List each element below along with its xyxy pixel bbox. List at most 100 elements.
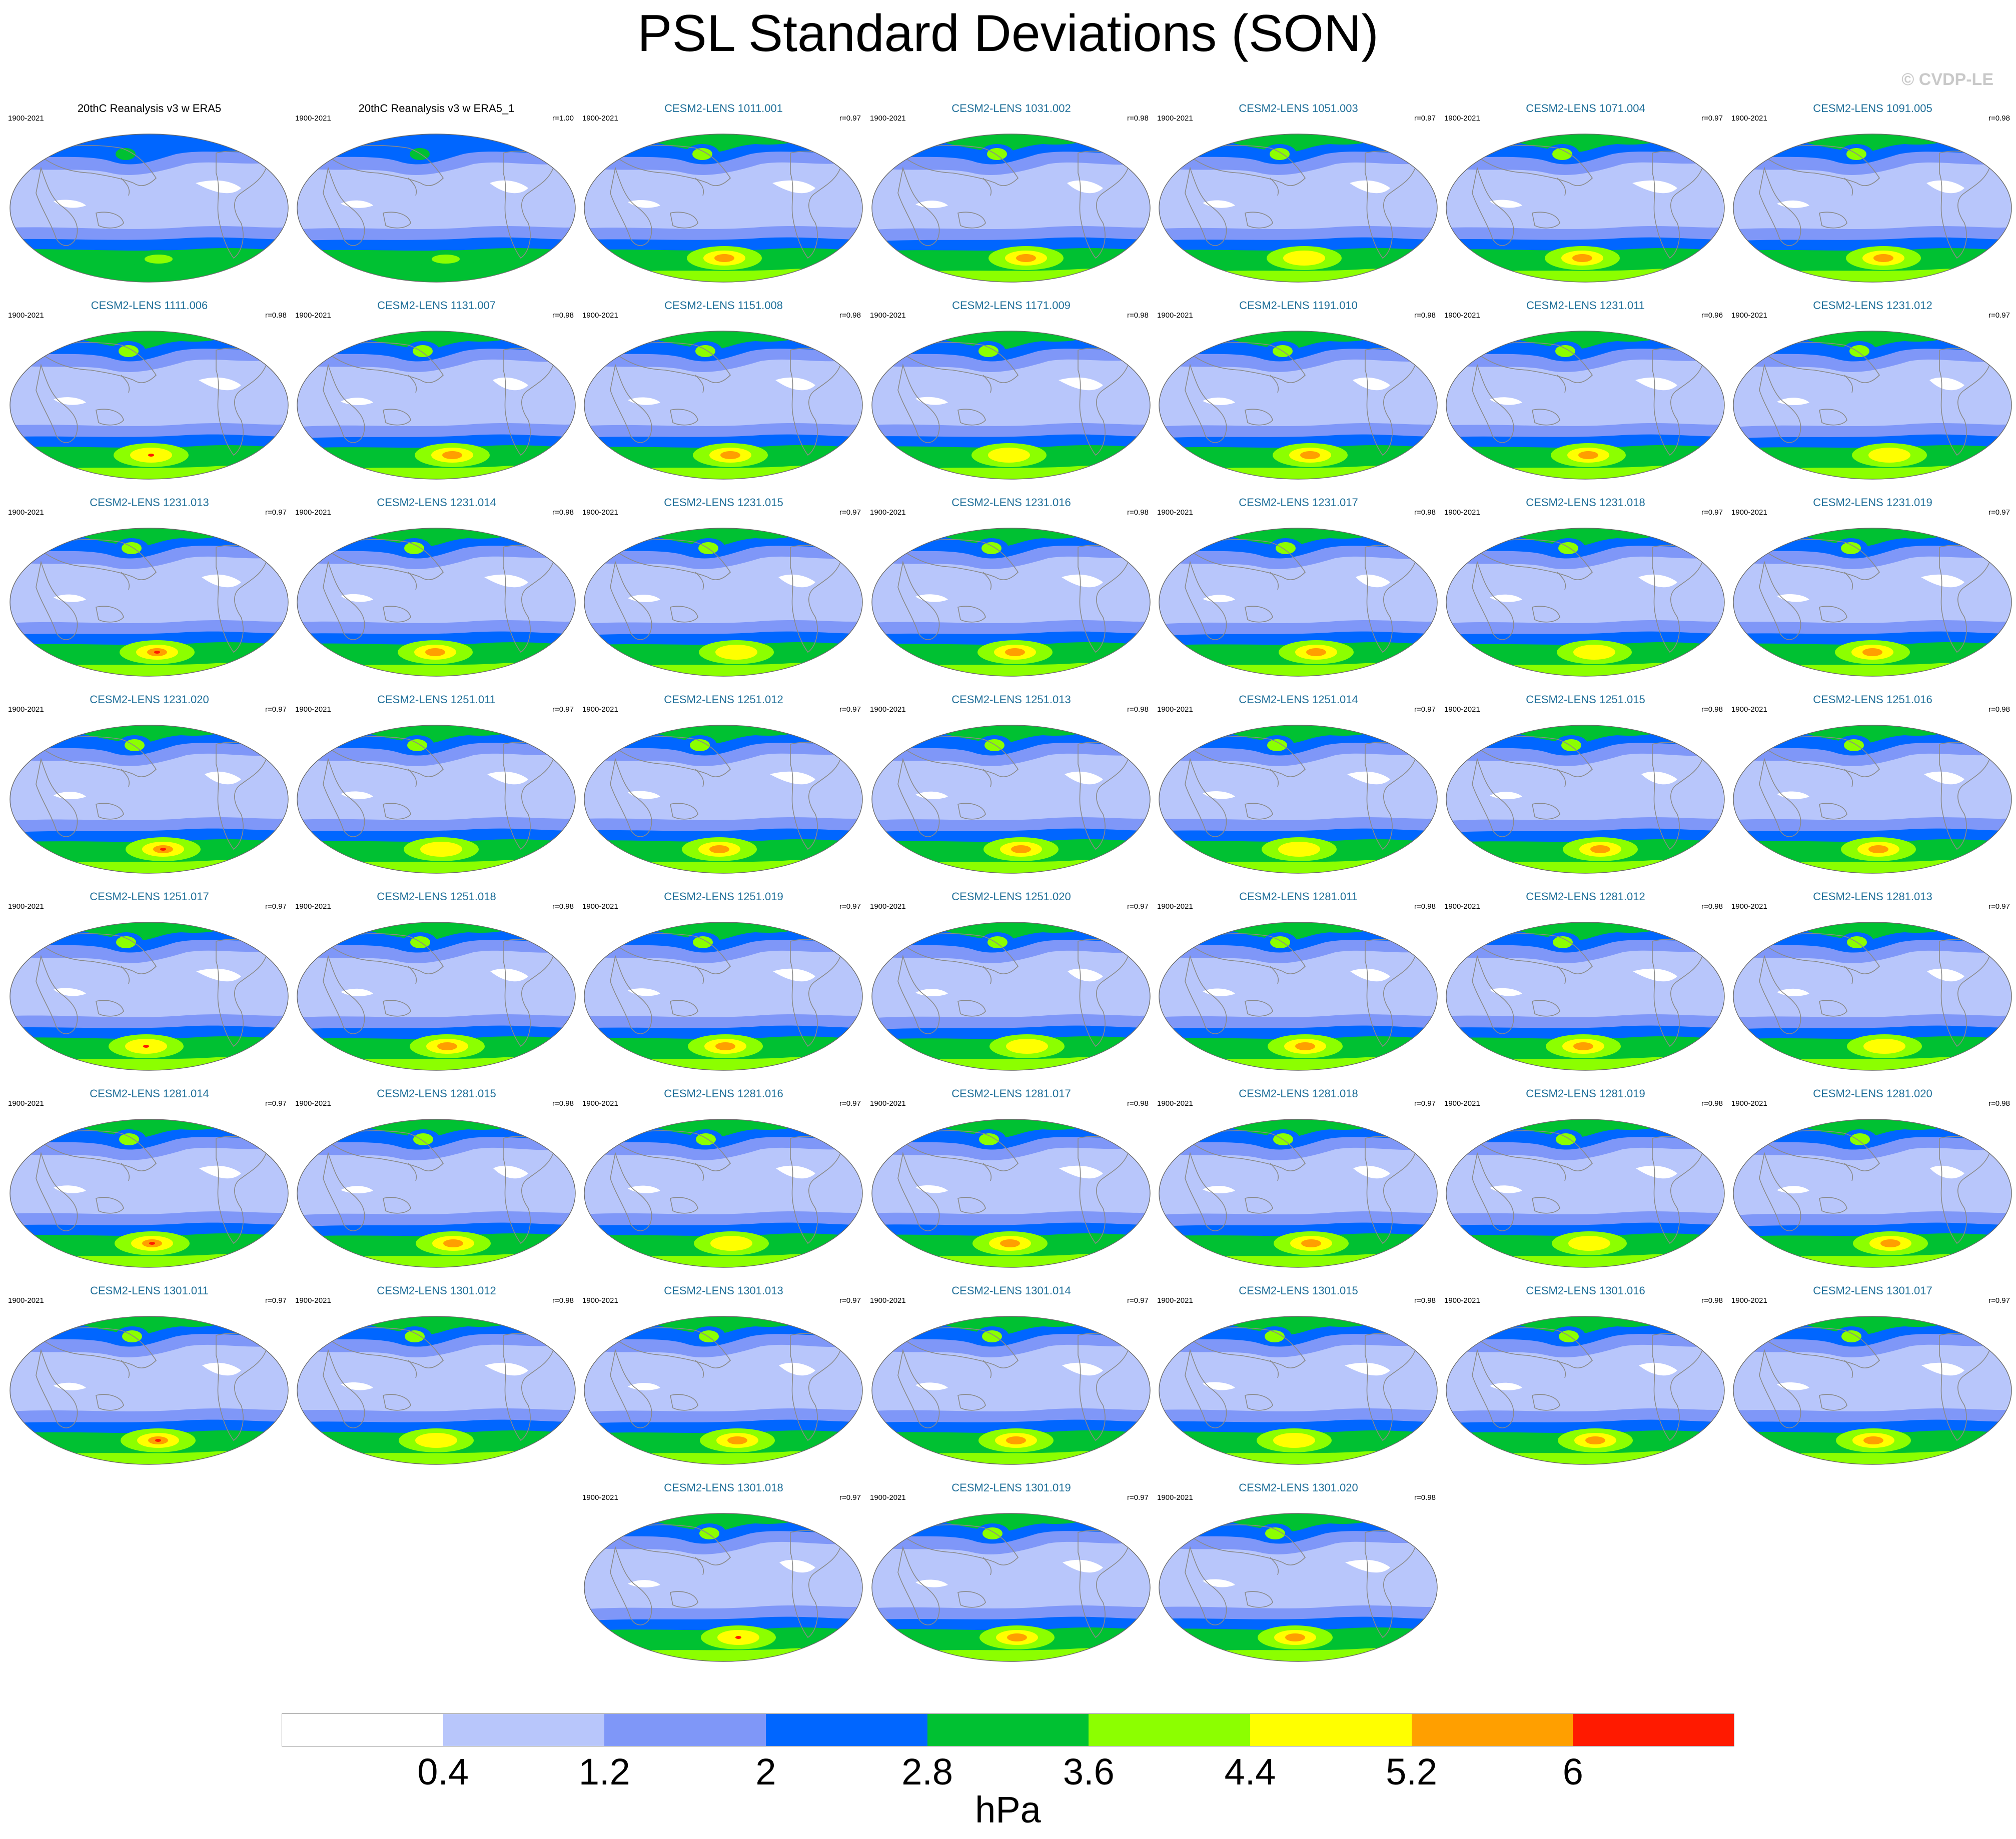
field-south-3-6 bbox=[1759, 1451, 2011, 1464]
panel-correlation: r=0.97 bbox=[1414, 1099, 1436, 1108]
maritime-outline bbox=[1844, 1163, 1853, 1181]
eurasia-outline bbox=[1184, 736, 1306, 777]
panel-correlation: r=0.98 bbox=[1414, 1493, 1436, 1502]
eurasia-outline bbox=[322, 539, 444, 580]
africa-outline bbox=[36, 1151, 78, 1231]
colorbar-segment bbox=[282, 1713, 443, 1746]
map-field bbox=[10, 1316, 288, 1464]
map-field bbox=[584, 725, 862, 873]
australia-outline bbox=[957, 212, 986, 229]
field-tropic-white-2 bbox=[1350, 968, 1390, 982]
africa-outline bbox=[36, 560, 78, 640]
panel-title: CESM2-LENS 1251.013 bbox=[951, 693, 1071, 706]
africa-outline bbox=[36, 954, 78, 1034]
map-field bbox=[872, 1316, 1150, 1464]
panel-title: CESM2-LENS 1251.018 bbox=[377, 890, 496, 903]
field-aleutian-core bbox=[413, 1133, 433, 1145]
field-south-max bbox=[1568, 1236, 1610, 1251]
maritime-outline bbox=[121, 375, 130, 393]
maritime-outline bbox=[1557, 966, 1566, 984]
field-south-3-6 bbox=[323, 1057, 575, 1070]
panel-correlation: r=0.97 bbox=[265, 508, 287, 517]
australia-outline bbox=[383, 606, 411, 623]
field-south-3-6 bbox=[36, 663, 288, 676]
map-field bbox=[1733, 922, 2011, 1070]
map-border bbox=[1733, 725, 2012, 874]
field-aleutian-core bbox=[122, 1330, 142, 1342]
australia-outline bbox=[670, 606, 698, 623]
map-border bbox=[871, 331, 1151, 480]
eurasia-outline bbox=[897, 539, 1019, 580]
eurasia-outline bbox=[1184, 1327, 1306, 1368]
eurasia-outline bbox=[1758, 145, 1880, 186]
field-tropic-white-2 bbox=[1353, 377, 1390, 391]
maritime-outline bbox=[695, 1360, 704, 1378]
australia-outline bbox=[96, 1197, 124, 1214]
field-south-3-6 bbox=[610, 663, 862, 676]
map-svg bbox=[871, 331, 1151, 480]
africa-outline bbox=[1185, 1151, 1227, 1231]
map-field bbox=[297, 725, 575, 873]
panel-years: 1900-2021 bbox=[295, 705, 331, 714]
map-panel: CESM2-LENS 1131.007 1900-2021 r=0.98 bbox=[293, 295, 580, 487]
panel-years: 1900-2021 bbox=[870, 508, 906, 517]
eurasia-outline bbox=[1184, 145, 1306, 186]
colorbar-segment bbox=[1573, 1713, 1735, 1746]
panel-correlation: r=0.98 bbox=[1127, 311, 1149, 320]
maritime-outline bbox=[1270, 1163, 1279, 1181]
maritime-outline bbox=[1557, 769, 1566, 787]
field-south-3-6 bbox=[610, 466, 862, 479]
map-field bbox=[297, 331, 575, 479]
field-south-3-6 bbox=[1472, 1057, 1724, 1070]
australia-outline bbox=[957, 1394, 986, 1411]
field-south-max bbox=[1278, 842, 1320, 857]
panel-title: CESM2-LENS 1231.014 bbox=[377, 496, 496, 509]
map-panel: CESM2-LENS 1281.011 1900-2021 r=0.98 bbox=[1155, 886, 1442, 1078]
africa-outline bbox=[897, 363, 940, 443]
field-south-max-core bbox=[1573, 1042, 1593, 1050]
africa-outline bbox=[610, 954, 652, 1034]
panel-title: CESM2-LENS 1251.016 bbox=[1813, 693, 1932, 706]
field-tropic-white-2 bbox=[1062, 1362, 1103, 1376]
field-south-max-core bbox=[432, 255, 460, 264]
panel-years: 1900-2021 bbox=[295, 902, 331, 911]
field-south-max bbox=[415, 1433, 457, 1448]
africa-outline bbox=[1185, 1545, 1227, 1625]
field-south-max-core bbox=[437, 1042, 457, 1050]
map-panel: CESM2-LENS 1031.002 1900-2021 r=0.98 bbox=[868, 98, 1155, 290]
field-south-3-6 bbox=[1472, 466, 1724, 479]
field-aleutian-core bbox=[116, 936, 136, 948]
maritime-outline bbox=[121, 966, 130, 984]
field-tropic-white-2 bbox=[775, 377, 815, 391]
australia-outline bbox=[1245, 606, 1273, 623]
panel-years: 1900-2021 bbox=[870, 1099, 906, 1108]
field-south-max-core bbox=[1585, 1436, 1605, 1444]
panel-correlation: r=0.97 bbox=[1127, 902, 1149, 911]
field-tropic-white-2 bbox=[1635, 377, 1677, 391]
australia-outline bbox=[1245, 212, 1273, 229]
panel-title: CESM2-LENS 1231.017 bbox=[1239, 496, 1358, 509]
panel-title: CESM2-LENS 1281.020 bbox=[1813, 1087, 1932, 1100]
field-aleutian-core bbox=[1558, 542, 1578, 554]
map-svg bbox=[297, 1316, 576, 1465]
map-field bbox=[297, 134, 575, 282]
panel-years: 1900-2021 bbox=[8, 1099, 44, 1108]
eurasia-outline bbox=[322, 145, 444, 186]
map-svg bbox=[871, 1316, 1151, 1465]
panel-years: 1900-2021 bbox=[1157, 1296, 1193, 1305]
field-south-3-6 bbox=[1185, 1648, 1437, 1661]
panel-title: CESM2-LENS 1031.002 bbox=[951, 102, 1071, 115]
field-tropic-white-2 bbox=[1638, 574, 1677, 588]
field-aleutian-core bbox=[699, 1330, 719, 1342]
africa-outline bbox=[323, 1151, 365, 1231]
map-svg bbox=[584, 134, 863, 283]
panel-years: 1900-2021 bbox=[1157, 1099, 1193, 1108]
map-border bbox=[1733, 1119, 2012, 1268]
eurasia-outline bbox=[35, 342, 157, 383]
panel-correlation: r=0.97 bbox=[265, 1099, 287, 1108]
australia-outline bbox=[670, 1000, 698, 1017]
field-south-peak bbox=[155, 1439, 161, 1442]
panel-years: 1900-2021 bbox=[8, 311, 44, 320]
map-svg bbox=[1159, 1119, 1438, 1268]
map-border bbox=[10, 331, 289, 480]
